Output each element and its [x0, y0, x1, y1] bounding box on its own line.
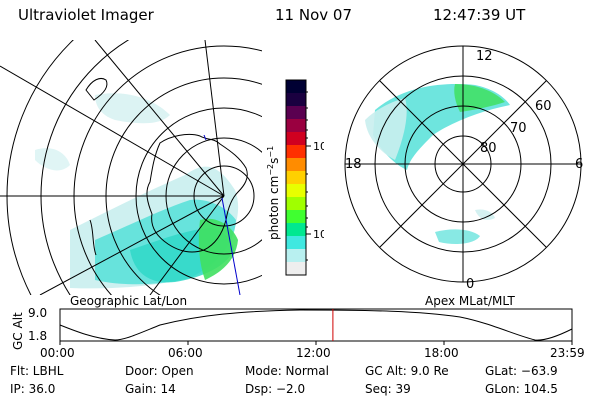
date-label: 11 Nov 07	[275, 6, 352, 24]
info-gc-alt: GC Alt: 9.0 Re	[365, 364, 449, 378]
colorbar: 100 10 photon cm−2s−1	[266, 79, 324, 276]
colorbar-band	[286, 119, 306, 133]
colorbar-band	[286, 236, 306, 250]
colorbar-band	[286, 80, 306, 94]
altitude-plot-frame	[59, 308, 573, 342]
colorbar-band	[286, 184, 306, 198]
xtick-2359: 23:59	[550, 346, 585, 360]
info-filter: Flt: LBHL	[10, 364, 64, 378]
geo-caption: Geographic Lat/Lon	[70, 294, 188, 308]
colorbar-band	[286, 145, 306, 159]
geographic-map	[0, 40, 262, 295]
info-glon: GLon: 104.5	[485, 382, 558, 396]
colorbar-scale	[286, 80, 306, 276]
mlat-label-80: 80	[480, 141, 497, 156]
info-seq: Seq: 39	[365, 382, 411, 396]
apex-polar-plot: 12 18 6 0 60 70 80	[344, 45, 583, 292]
info-door: Door: Open	[125, 364, 194, 378]
xtick-0600: 06:00	[168, 346, 203, 360]
geo-longitude-lines	[0, 40, 225, 295]
xtick-0000: 00:00	[40, 346, 75, 360]
info-glat: GLat: −63.9	[485, 364, 558, 378]
colorbar-band	[286, 132, 306, 146]
satellite-track	[221, 197, 241, 295]
colorbar-band	[286, 197, 306, 211]
colorbar-tick-10: 10	[313, 228, 324, 241]
colorbar-band	[286, 158, 306, 172]
colorbar-band	[286, 223, 306, 237]
colorbar-band	[286, 262, 306, 276]
altitude-ylabel: GC Alt	[11, 312, 25, 350]
mlat-label-70: 70	[510, 121, 527, 136]
colorbar-band	[286, 93, 306, 107]
altitude-ytick-min: 1.8	[28, 329, 47, 343]
altitude-plot: GC Alt 9.0 1.8 00:00 06:00 12:00 18:00 2…	[11, 306, 585, 360]
colorbar-band	[286, 106, 306, 120]
mlt-label-0: 0	[466, 277, 474, 292]
info-gain: Gain: 14	[125, 382, 176, 396]
mlt-label-12: 12	[476, 49, 493, 64]
colorbar-band	[286, 249, 306, 263]
colorbar-tick-100: 100	[313, 140, 324, 153]
colorbar-unit-label: photon cm−2s−1	[266, 146, 281, 240]
time-label: 12:47:39 UT	[433, 6, 526, 24]
apex-mlt-lines	[345, 46, 581, 282]
instrument-title: Ultraviolet Imager	[18, 6, 154, 24]
mlt-label-6: 6	[575, 157, 583, 172]
altitude-curve	[59, 309, 573, 341]
info-ip: IP: 36.0	[10, 382, 56, 396]
altitude-ytick-max: 9.0	[28, 306, 47, 320]
mlat-label-60: 60	[535, 99, 552, 114]
info-dsp: Dsp: −2.0	[245, 382, 306, 396]
colorbar-ticks	[306, 145, 311, 235]
apex-caption: Apex MLat/MLT	[425, 294, 515, 308]
xtick-1200: 12:00	[296, 346, 331, 360]
info-mode: Mode: Normal	[245, 364, 329, 378]
colorbar-band	[286, 210, 306, 224]
colorbar-band	[286, 171, 306, 185]
altitude-xticks	[59, 341, 573, 345]
xtick-1800: 18:00	[424, 346, 459, 360]
mlt-label-18: 18	[345, 157, 362, 172]
